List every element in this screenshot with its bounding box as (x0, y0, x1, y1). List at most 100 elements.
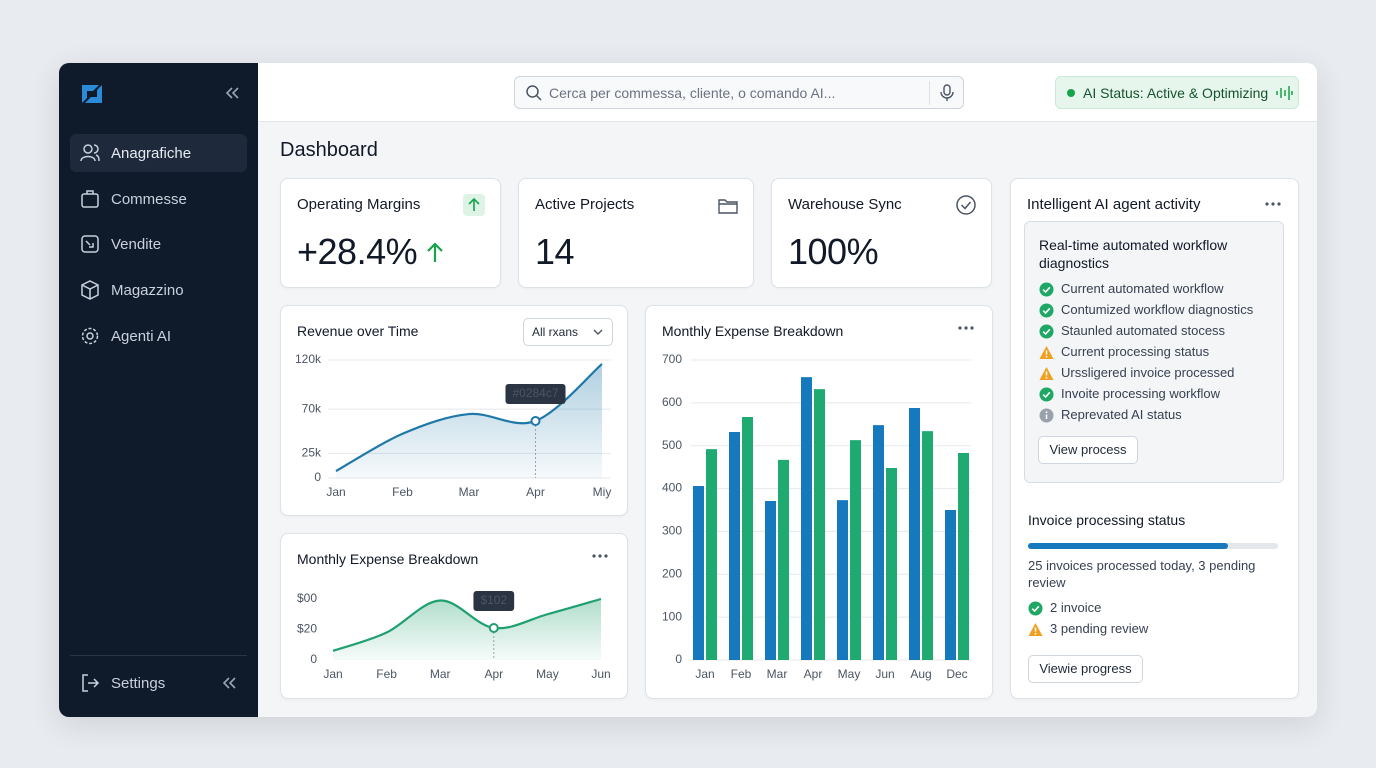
nav-icon (81, 190, 99, 208)
page-title: Dashboard (280, 139, 378, 161)
kpi-icon (718, 199, 738, 214)
nav-item[interactable]: Anagrafiche (70, 134, 247, 172)
nav-item[interactable]: Magazzino (70, 271, 247, 309)
y-tick-label: 500 (662, 438, 682, 452)
x-tick-label: Dec (946, 667, 967, 681)
x-tick-label: Mar (430, 667, 451, 681)
view-process-button[interactable]: View process (1038, 436, 1138, 464)
nav-icon (82, 674, 100, 692)
more-menu[interactable] (1265, 201, 1281, 207)
nav-item[interactable]: Agenti AI (70, 317, 247, 355)
nav-label: Commesse (111, 191, 187, 208)
nav-label: Anagrafiche (111, 145, 192, 162)
y-tick-label: 0 (314, 470, 321, 484)
bar (837, 500, 848, 660)
app-window: Anagrafiche Commesse Vendite Magazzino A… (59, 63, 1317, 717)
status-icon (1039, 324, 1054, 339)
settings-item[interactable]: Settings (70, 664, 247, 702)
status-icon (1039, 367, 1054, 380)
x-tick-label: May (536, 667, 559, 681)
search-placeholder: Cerca per commessa, cliente, o comando A… (549, 85, 836, 101)
y-tick-label: 200 (662, 566, 682, 580)
tooltip-text: $102 (480, 593, 507, 607)
diagnostics-box: Real-time automated workflow diagnostics… (1024, 221, 1284, 483)
nav-icon (80, 144, 100, 162)
invoice-summary: 25 invoices processed today, 3 pending r… (1028, 558, 1256, 590)
kpi-label: Operating Margins (297, 196, 421, 213)
mic-icon[interactable] (939, 84, 955, 102)
kpi-value: +28.4% (297, 231, 445, 273)
kpi-card: Warehouse Sync 100% (771, 178, 992, 288)
divider (70, 655, 247, 656)
nav-label: Magazzino (111, 282, 184, 299)
bar (742, 417, 753, 660)
expense-chart: $00 $20 0 Jan Feb Mar Apr May Jun $102 (297, 590, 611, 681)
nav-icon (81, 280, 99, 300)
logo (82, 85, 102, 103)
nav-icon (81, 235, 99, 253)
y-tick-label: 120k (295, 352, 322, 366)
x-tick-label: Mar (767, 667, 788, 681)
chart-title: Monthly Expense Breakdown (662, 323, 844, 339)
status-text: Invoite processing workflow (1061, 386, 1220, 401)
bar (886, 468, 897, 660)
search-box[interactable]: Cerca per commessa, cliente, o comando A… (514, 76, 964, 109)
y-tick-label: $20 (297, 622, 317, 636)
nav-item[interactable]: Commesse (70, 180, 247, 218)
nav-item[interactable]: Vendite (70, 225, 247, 263)
area-fill (336, 363, 602, 478)
status-icon (1028, 623, 1043, 636)
bar (706, 449, 717, 660)
y-tick-label: 700 (662, 352, 682, 366)
bar (693, 486, 704, 660)
nav-label: Agenti AI (111, 328, 172, 345)
status-text: 3 pending review (1050, 621, 1149, 636)
collapse-button[interactable] (224, 86, 240, 100)
bar (778, 459, 789, 660)
filter-dropdown[interactable]: All rxans (523, 318, 613, 346)
box-title: Real-time automated workflow diagnostics (1039, 237, 1228, 271)
chart-title: Monthly Expense Breakdown (297, 551, 479, 567)
divider (929, 81, 930, 105)
bar (729, 432, 740, 660)
bar (765, 501, 776, 660)
status-icon (1039, 303, 1054, 318)
y-tick-label: 400 (662, 481, 682, 495)
chart-title: Revenue over Time (297, 323, 419, 339)
status-icon (1039, 282, 1054, 297)
kpi-icon (463, 194, 485, 216)
point-marker (530, 415, 541, 426)
y-tick-label: 70k (302, 401, 322, 415)
status-text: Current automated workflow (1061, 281, 1224, 296)
point-marker (488, 622, 499, 633)
invoice-title: Invoice processing status (1028, 512, 1186, 528)
wave-icon (1276, 86, 1293, 100)
nav-label: Settings (111, 675, 166, 692)
x-tick-label: Feb (392, 485, 413, 499)
area-fill (333, 599, 601, 660)
status-text: Current processing status (1061, 344, 1210, 359)
more-menu[interactable] (592, 553, 608, 559)
status-icon (1028, 601, 1043, 616)
bar (873, 425, 884, 660)
search-icon (526, 85, 542, 101)
line (332, 597, 602, 652)
revenue-card: Revenue over Time All rxans 120k 70k 25k 0 J… (280, 305, 628, 516)
more-menu[interactable] (958, 325, 974, 331)
expense-card: Monthly Expense Breakdown $00 $20 0 Jan Feb M… (280, 533, 628, 699)
kpi-value: 100% (788, 231, 879, 272)
x-tick-label: Apr (526, 485, 545, 499)
ai-status-pill: AI Status: Active & Optimizing (1055, 76, 1299, 109)
view-progress-button[interactable]: Viewie progress (1028, 655, 1143, 683)
expense-bar-card: Monthly Expense Breakdown 0 100 200 300 400 5… (645, 305, 993, 699)
y-tick-label: 25k (302, 446, 322, 460)
y-tick-label: 0 (675, 652, 682, 666)
kpi-card: Operating Margins +28.4% (280, 178, 501, 288)
x-tick-label: Feb (376, 667, 397, 681)
x-tick-label: Jan (695, 667, 714, 681)
status-text: 2 invoice (1050, 600, 1102, 615)
revenue-chart: 120k 70k 25k 0 Jan Feb Mar Apr Miy #0284c7 (295, 352, 611, 499)
ai-status: AI Status: Active & Optimizing (1083, 85, 1269, 101)
x-tick-label: Jun (875, 667, 894, 681)
